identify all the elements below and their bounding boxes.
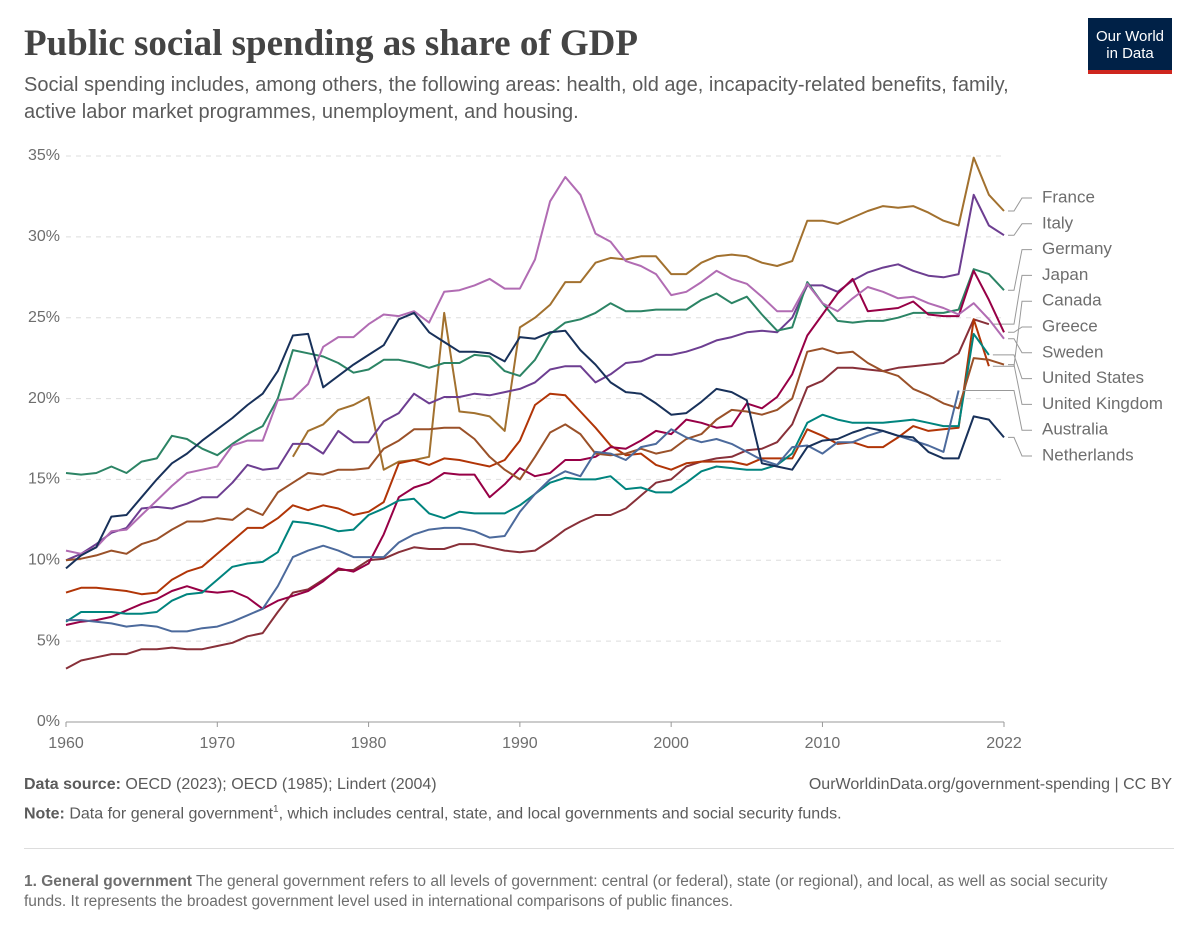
chart: 0% 5% 10% 15% 20% 25% 30% 35% 1960 1970 1980 1990 20…: [28, 147, 1163, 752]
legend-label: Australia: [1042, 420, 1109, 439]
note: Note: Data for general government1, whic…: [24, 804, 842, 823]
logo-line: Our World: [1095, 28, 1165, 45]
series-line: [65, 347, 1005, 562]
footnote-text: The general government refers to all lev…: [24, 873, 1108, 910]
x-tick-label: 1990: [502, 735, 538, 752]
series-line: [65, 176, 1005, 555]
logo-line: in Data: [1106, 45, 1154, 62]
series-line: [65, 268, 1005, 476]
legend-connector: [1008, 326, 1032, 333]
x-tick-label: 2010: [805, 735, 841, 752]
footnote-label: 1. General government: [24, 873, 192, 890]
url[interactable]: OurWorldinData.org/government-spending |…: [808, 776, 1172, 793]
x-tick-label: 2000: [653, 735, 689, 752]
note-label: Note:: [24, 805, 65, 823]
legend-connector: [992, 274, 1032, 325]
legend-label: Italy: [1042, 213, 1074, 232]
legend-connector: [962, 389, 1032, 431]
series-line: [65, 269, 1005, 626]
y-tick-label: 0%: [37, 713, 60, 730]
legend-connector: [1008, 436, 1032, 457]
y-tick-label: 10%: [28, 552, 60, 569]
series-line: [65, 318, 990, 596]
source-label: Data source:: [24, 776, 121, 793]
legend-label: Sweden: [1042, 342, 1103, 361]
source-text: OECD (2023); OECD (1985); Lindert (2004): [125, 776, 437, 793]
series-line: [292, 156, 1005, 471]
legend-label: Japan: [1042, 265, 1088, 284]
legend-label: Netherlands: [1042, 445, 1134, 464]
x-tick-label: 1960: [48, 735, 84, 752]
legend-connector: [1008, 197, 1032, 212]
y-tick-label: 25%: [28, 309, 60, 326]
series-line: [65, 311, 1005, 570]
note-sup: 1: [273, 804, 279, 815]
legend-connector: [1008, 364, 1032, 405]
legend-label: United States: [1042, 368, 1144, 387]
x-tick-label: 1970: [199, 735, 235, 752]
source: Data source: OECD (2023); OECD (1985); L…: [24, 776, 437, 794]
legend-label: Canada: [1042, 291, 1102, 310]
footnote: 1. General government The general govern…: [24, 872, 1134, 912]
chart-title: Public social spending as share of GDP: [24, 23, 639, 64]
chart-subtitle: Social spending includes, among others, …: [24, 74, 1009, 123]
series-line: [65, 193, 1005, 562]
note-rest: , which includes central, state, and loc…: [278, 805, 842, 823]
legend-connector: [1008, 249, 1032, 291]
legend-label: Germany: [1042, 239, 1112, 258]
series-line: [65, 332, 990, 623]
y-tick-label: 15%: [28, 471, 60, 488]
x-tick-label: 2022: [986, 735, 1022, 752]
y-tick-label: 30%: [28, 228, 60, 245]
legend-connector: [992, 354, 1032, 380]
series-line: [66, 390, 960, 633]
legend-label: United Kingdom: [1042, 394, 1163, 413]
x-tick-label: 1980: [351, 735, 387, 752]
y-tick-label: 35%: [28, 147, 60, 164]
legend-connector: [992, 300, 1032, 367]
y-tick-label: 20%: [28, 390, 60, 407]
legend-label: France: [1042, 187, 1095, 206]
divider: [24, 848, 1174, 849]
legend-connector: [1008, 338, 1032, 354]
series-line: [65, 318, 990, 670]
y-tick-label: 5%: [37, 632, 60, 649]
legend-label: Greece: [1042, 316, 1098, 335]
logo[interactable]: Our World in Data: [1088, 18, 1172, 74]
legend-connector: [1008, 223, 1032, 236]
note-text: Data for general government: [69, 805, 274, 823]
